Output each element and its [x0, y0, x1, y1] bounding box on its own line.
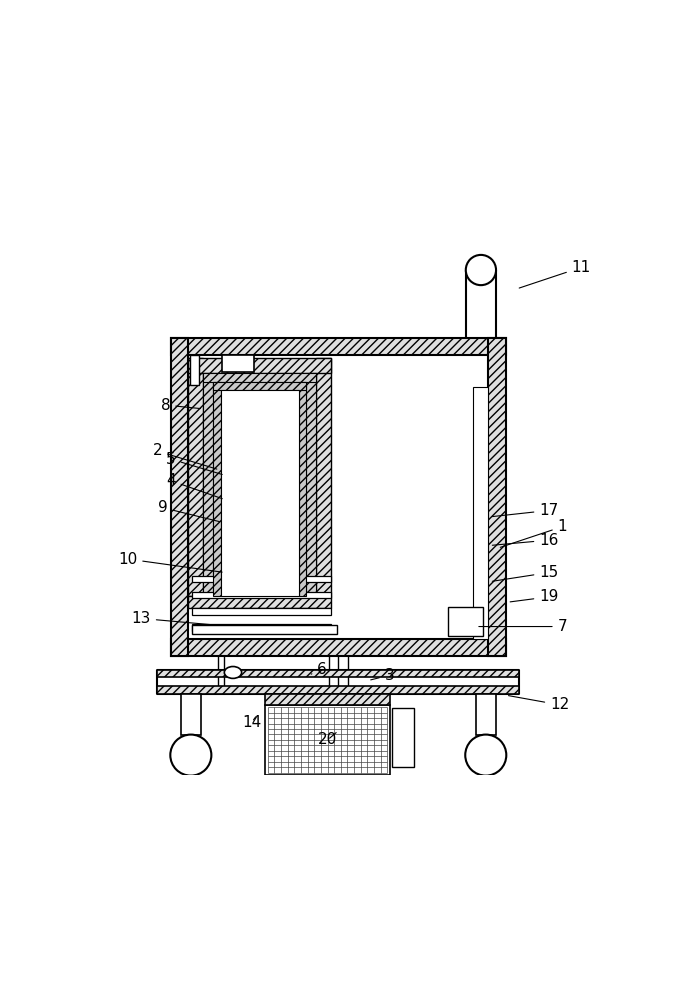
Bar: [299, 382, 307, 596]
Text: 12: 12: [509, 696, 569, 712]
Text: 17: 17: [492, 503, 558, 518]
Bar: [192, 624, 331, 631]
Bar: [192, 592, 331, 598]
Text: 11: 11: [519, 260, 591, 288]
Text: 19: 19: [510, 589, 559, 604]
Bar: [171, 338, 188, 656]
Bar: [316, 358, 331, 596]
Text: 5: 5: [166, 452, 222, 474]
Bar: [475, 694, 496, 735]
Bar: [213, 382, 220, 596]
Bar: [158, 670, 519, 677]
Ellipse shape: [224, 667, 242, 678]
Text: 3: 3: [371, 668, 395, 683]
Bar: [473, 387, 489, 639]
Bar: [171, 639, 506, 656]
Text: 14: 14: [243, 715, 261, 730]
Bar: [204, 373, 213, 596]
Bar: [213, 382, 307, 390]
Bar: [266, 705, 390, 775]
Circle shape: [466, 735, 506, 776]
Text: 20: 20: [318, 732, 337, 747]
Bar: [192, 608, 331, 615]
Bar: [158, 686, 519, 694]
Bar: [489, 338, 506, 656]
Bar: [307, 373, 316, 596]
Bar: [192, 625, 337, 634]
Bar: [204, 373, 316, 382]
Bar: [222, 355, 254, 372]
Bar: [266, 694, 390, 705]
Bar: [188, 355, 489, 639]
Text: 16: 16: [492, 533, 559, 548]
Bar: [188, 358, 331, 373]
Bar: [204, 608, 316, 613]
Bar: [171, 338, 506, 355]
Text: 10: 10: [118, 552, 222, 572]
Bar: [188, 358, 204, 596]
Bar: [188, 596, 331, 608]
Circle shape: [466, 255, 496, 285]
Bar: [220, 390, 299, 596]
Text: 1: 1: [500, 519, 567, 547]
Text: 2: 2: [153, 443, 217, 469]
Bar: [190, 355, 199, 385]
Circle shape: [170, 735, 211, 776]
Text: 6: 6: [311, 662, 327, 677]
Text: 13: 13: [132, 611, 211, 626]
Bar: [181, 694, 201, 735]
Text: 15: 15: [492, 565, 558, 581]
Text: 8: 8: [160, 398, 201, 413]
Bar: [448, 607, 483, 636]
Text: 4: 4: [166, 473, 222, 499]
Bar: [392, 708, 414, 767]
Text: 7: 7: [479, 619, 567, 634]
Bar: [192, 576, 331, 582]
Text: 9: 9: [158, 500, 220, 522]
